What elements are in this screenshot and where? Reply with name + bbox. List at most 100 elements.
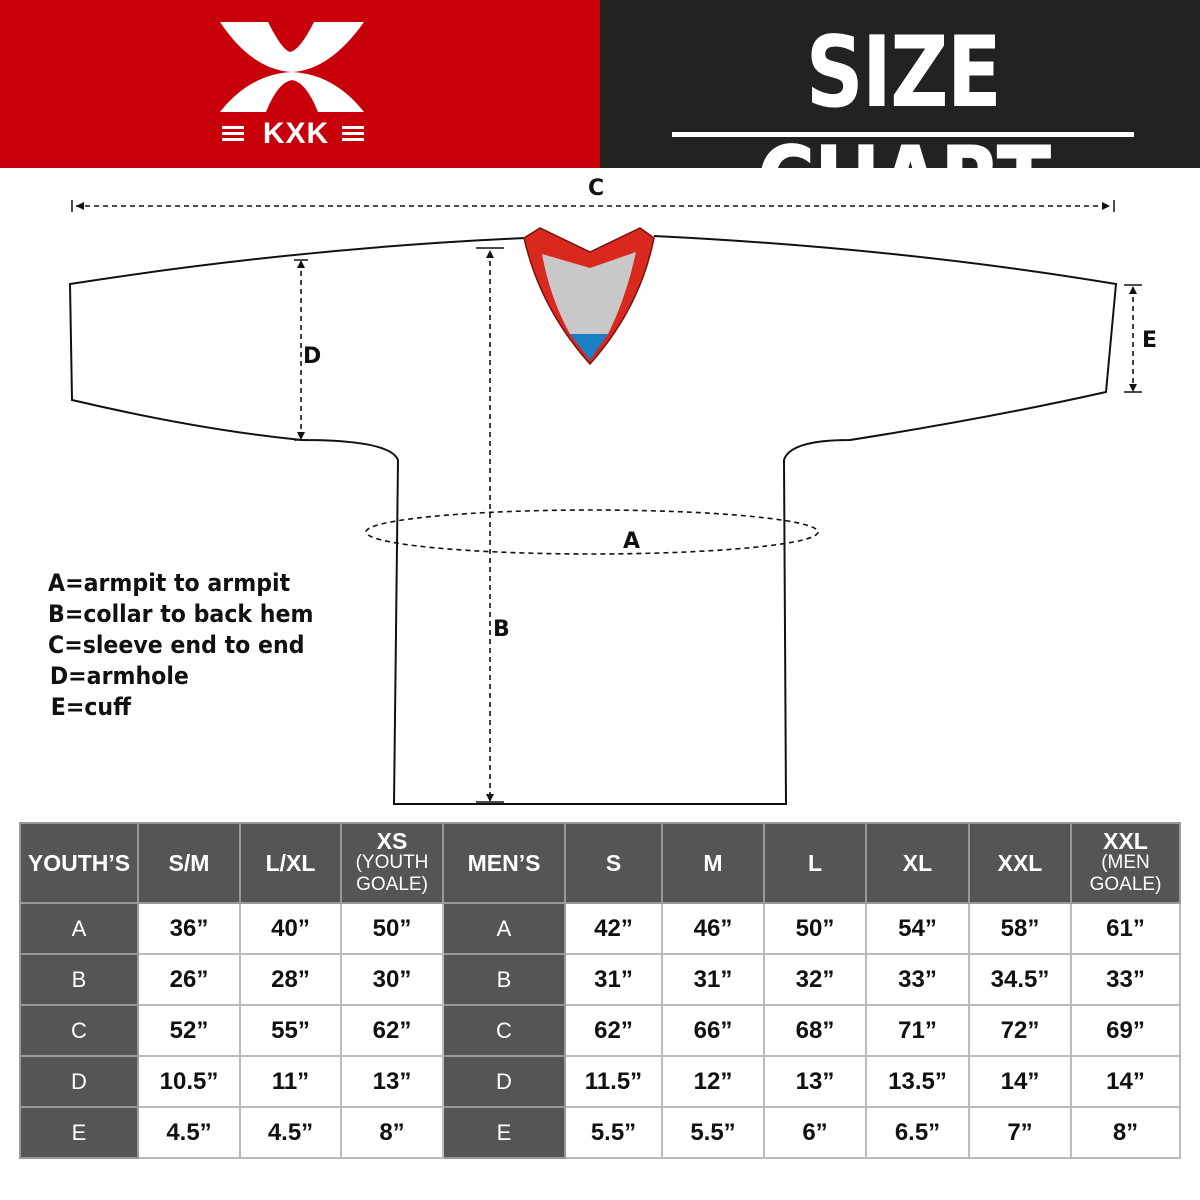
table-cell: 28” [239, 953, 342, 1006]
row-label: C [19, 1004, 139, 1057]
table-cell: 42” [564, 902, 663, 955]
label-e: E [1142, 328, 1158, 353]
kxk-logo-icon [220, 22, 364, 141]
table-cell: 54” [865, 902, 970, 955]
column-header-label: YOUTH’S [27, 850, 131, 876]
header-brand-panel: KXK [0, 0, 600, 168]
header-title-panel [600, 0, 1200, 168]
column-header-label: XL [902, 850, 933, 876]
table-cell: 62” [564, 1004, 663, 1057]
table-cell: 69” [1070, 1004, 1181, 1057]
table-cell: 61” [1070, 902, 1181, 955]
jersey-diagram [68, 200, 1142, 805]
column-header: YOUTH’S [19, 822, 139, 904]
table-cell: 62” [340, 1004, 444, 1057]
measure-a-ellipse [365, 509, 819, 555]
table-cell: 33” [1070, 953, 1181, 1006]
table-cell: 32” [763, 953, 867, 1006]
column-header: XXL (MEN GOALE) [1070, 822, 1181, 904]
table-cell: 11” [239, 1055, 342, 1108]
table-cell: 72” [968, 1004, 1072, 1057]
table-cell: 12” [661, 1055, 765, 1108]
table-cell: 36” [137, 902, 241, 955]
table-cell: 4.5” [137, 1106, 241, 1159]
label-d: D [303, 344, 322, 369]
row-label: D [442, 1055, 566, 1108]
table-cell: 5.5” [661, 1106, 765, 1159]
row-label: D [19, 1055, 139, 1108]
table-cell: 40” [239, 902, 342, 955]
table-row: B 26” 28” 30” B 31” 31” 32” 33” 34.5” 33” [19, 953, 1181, 1006]
table-cell: 4.5” [239, 1106, 342, 1159]
label-c: C [588, 176, 605, 201]
column-header-label: XXL [1103, 828, 1148, 854]
table-cell: 71” [865, 1004, 970, 1057]
column-header: M [661, 822, 765, 904]
table-cell: 13.5” [865, 1055, 970, 1108]
table-cell: 6.5” [865, 1106, 970, 1159]
table-cell: 13” [340, 1055, 444, 1108]
row-label: A [442, 902, 566, 955]
table-cell: 31” [661, 953, 765, 1006]
label-a: A [623, 529, 641, 554]
row-label: C [442, 1004, 566, 1057]
table-cell: 50” [340, 902, 444, 955]
column-header-label: M [703, 850, 723, 876]
column-header-label: L/XL [265, 850, 316, 876]
page-title: SIZE CHART [756, 16, 1051, 240]
table-cell: 52” [137, 1004, 241, 1057]
row-label: A [19, 902, 139, 955]
table-cell: 55” [239, 1004, 342, 1057]
table-row: D 10.5” 11” 13” D 11.5” 12” 13” 13.5” 14” 14” [19, 1055, 1181, 1108]
jersey-outline [68, 235, 1118, 805]
column-header: L [763, 822, 867, 904]
table-cell: 7” [968, 1106, 1072, 1159]
table-cell: 13” [763, 1055, 867, 1108]
measurement-legend: A=armpit to armpit B=collar to back hem … [48, 568, 313, 723]
column-header-sublabel: (MEN GOALE) [1089, 852, 1162, 895]
table-header-row: YOUTH’S S/M L/XL XS (YOUTH GOALE) MEN’S S M L XL X… [19, 822, 1181, 904]
table-row: A 36” 40” 50” A 42” 46” 50” 54” 58” 61” [19, 902, 1181, 955]
table-cell: 30” [340, 953, 444, 1006]
legend-item: E=cuff [50, 693, 132, 721]
row-label: E [442, 1106, 566, 1159]
column-header: S/M [137, 822, 241, 904]
table-cell: 66” [661, 1004, 765, 1057]
table-cell: 14” [968, 1055, 1072, 1108]
column-header-sublabel: (YOUTH GOALE) [355, 852, 429, 895]
column-header-label: XXL [997, 850, 1043, 876]
table-cell: 14” [1070, 1055, 1181, 1108]
column-header: XS (YOUTH GOALE) [340, 822, 444, 904]
table-row: C 52” 55” 62” C 62” 66” 68” 71” 72” 69” [19, 1004, 1181, 1057]
table-cell: 10.5” [137, 1055, 241, 1108]
row-label: B [19, 953, 139, 1006]
table-cell: 50” [763, 902, 867, 955]
column-header-label: MEN’S [467, 850, 541, 876]
table-cell: 6” [763, 1106, 867, 1159]
table-cell: 46” [661, 902, 765, 955]
table-cell: 5.5” [564, 1106, 663, 1159]
column-header: L/XL [239, 822, 342, 904]
table-cell: 58” [968, 902, 1072, 955]
table-cell: 8” [1070, 1106, 1181, 1159]
table-row: E 4.5” 4.5” 8” E 5.5” 5.5” 6” 6.5” 7” 8” [19, 1106, 1181, 1159]
table-cell: 11.5” [564, 1055, 663, 1108]
table-cell: 26” [137, 953, 241, 1006]
logo-text: KXK [262, 117, 330, 150]
size-table: YOUTH’S S/M L/XL XS (YOUTH GOALE) MEN’S S M L XL X… [19, 822, 1181, 1159]
label-b: B [493, 617, 510, 642]
legend-item: C=sleeve end to end [48, 631, 305, 659]
column-header: XXL [968, 822, 1072, 904]
column-header: S [564, 822, 663, 904]
row-label: B [442, 953, 566, 1006]
table-cell: 34.5” [968, 953, 1072, 1006]
legend-item: D=armhole [49, 662, 189, 690]
table-cell: 33” [865, 953, 970, 1006]
column-header-label: L [807, 850, 823, 876]
column-header-label: XS [376, 828, 408, 854]
legend-item: A=armpit to armpit [48, 569, 291, 597]
legend-item: B=collar to back hem [48, 600, 314, 628]
title-underline [672, 132, 1134, 137]
table-cell: 31” [564, 953, 663, 1006]
table-cell: 68” [763, 1004, 867, 1057]
